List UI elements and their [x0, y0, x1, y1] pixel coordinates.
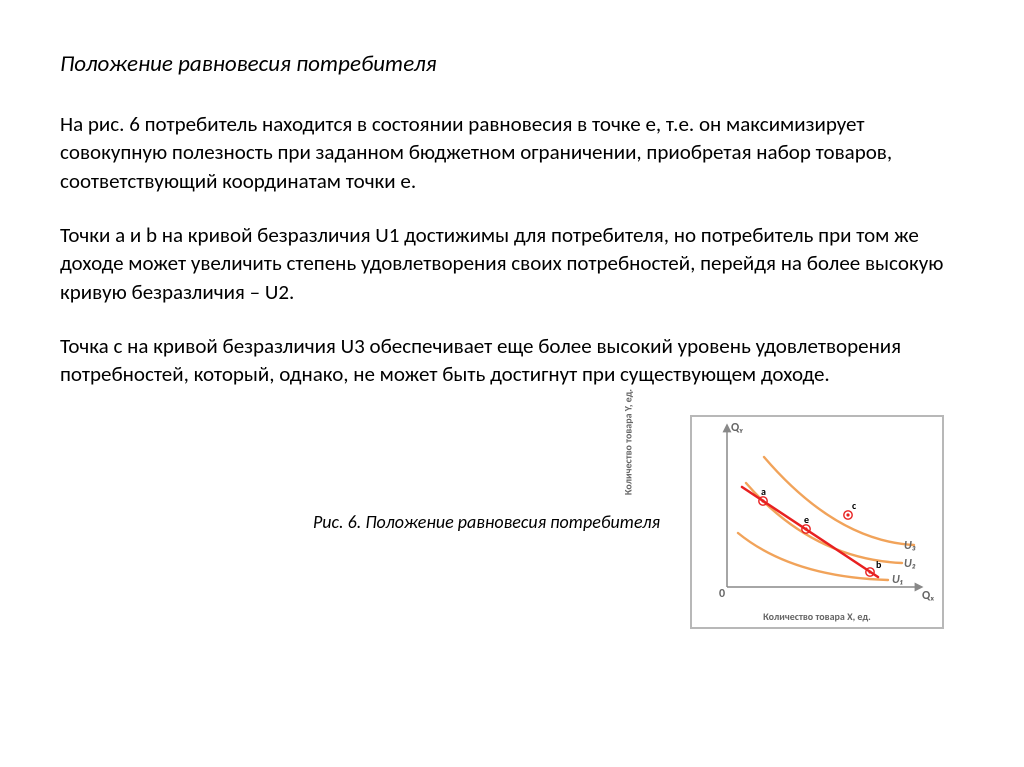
paragraph-2: Точки a и b на кривой безразличия U1 дос…	[60, 221, 950, 306]
svg-text:0: 0	[719, 587, 725, 601]
svg-text:b: b	[876, 558, 882, 571]
x-axis-title: Количество товара X, ед.	[692, 610, 942, 623]
svg-text:U₁: U₁	[892, 573, 903, 587]
svg-text:e: e	[804, 513, 809, 526]
svg-text:a: a	[761, 485, 766, 498]
y-axis-title: Количество товара Y, ед.	[622, 367, 635, 517]
paragraph-3: Точка c на кривой безразличия U3 обеспеч…	[60, 332, 950, 389]
paragraph-1: На рис. 6 потребитель находится в состоя…	[60, 110, 950, 195]
page-title: Положение равновесия потребителя	[60, 50, 974, 78]
svg-text:U₂: U₂	[904, 557, 916, 571]
figure-caption: Рис. 6. Положение равновесия потребителя	[60, 511, 690, 533]
svg-text:Qᵧ: Qᵧ	[731, 421, 743, 435]
figure-row: Рис. 6. Положение равновесия потребителя…	[60, 415, 974, 629]
svg-text:Qₓ: Qₓ	[922, 589, 934, 603]
equilibrium-chart: QᵧQₓ0U₃U₂U₁aecb Количество товара Y, ед.…	[690, 415, 944, 629]
svg-text:U₃: U₃	[904, 539, 916, 553]
svg-text:c: c	[852, 499, 857, 512]
